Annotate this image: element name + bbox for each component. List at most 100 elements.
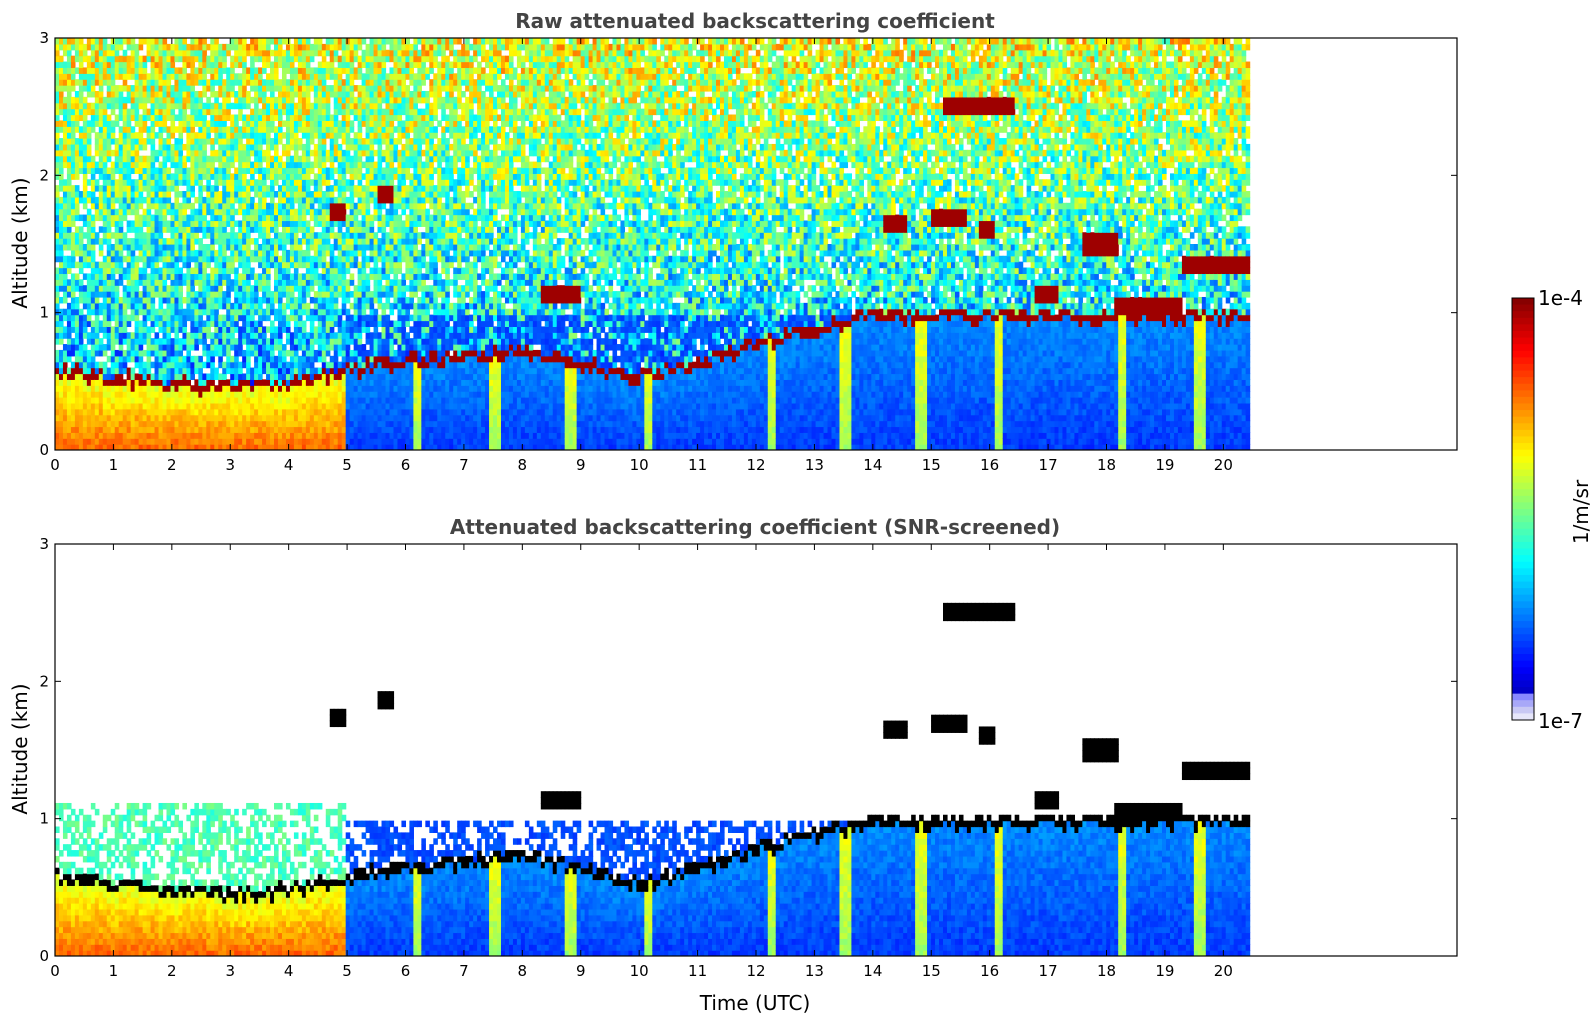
heatmap-cell <box>142 120 148 127</box>
heatmap-cell <box>110 132 116 139</box>
heatmap-cell <box>134 391 140 398</box>
heatmap-cell <box>266 379 271 386</box>
heatmap-cell <box>242 232 247 239</box>
heatmap-cell <box>266 326 271 333</box>
heatmap-cell <box>321 273 327 280</box>
heatmap-cell <box>246 273 251 280</box>
heatmap-cell <box>58 238 64 245</box>
heatmap-cell <box>357 296 363 304</box>
heatmap-cell <box>285 314 291 322</box>
heatmap-cell <box>70 191 76 198</box>
heatmap-cell <box>258 73 263 80</box>
heatmap-cell <box>321 367 327 375</box>
heatmap-cell <box>254 208 259 216</box>
heatmap-cell <box>106 185 112 192</box>
heatmap-cell <box>110 173 116 180</box>
heatmap-cell <box>102 444 108 450</box>
heatmap-cell <box>345 61 351 69</box>
heatmap-cell <box>218 102 223 110</box>
heatmap-cell <box>230 126 235 133</box>
heatmap-cell <box>285 255 291 263</box>
heatmap-cell <box>254 149 259 157</box>
heatmap-cell <box>266 79 271 86</box>
heatmap-cell <box>242 361 247 369</box>
heatmap-cell <box>297 338 303 345</box>
heatmap-cell <box>142 373 148 380</box>
heatmap-cell <box>266 296 271 304</box>
heatmap-cell <box>198 49 203 57</box>
heatmap-cell <box>230 361 235 369</box>
heatmap-cell <box>214 444 219 450</box>
heatmap-cell <box>62 373 68 380</box>
heatmap-cell <box>258 79 263 86</box>
heatmap-cell <box>58 149 64 157</box>
heatmap-cell <box>246 426 251 433</box>
heatmap-cell <box>150 338 156 345</box>
heatmap-cell <box>285 420 291 428</box>
heatmap-cell <box>170 208 176 216</box>
heatmap-cell <box>55 244 60 251</box>
heatmap-cell <box>90 261 96 269</box>
heatmap-cell <box>297 85 303 92</box>
heatmap-cell <box>321 255 327 263</box>
heatmap-cell <box>58 367 64 375</box>
heatmap-cell <box>74 279 80 286</box>
heatmap-cell <box>293 179 299 186</box>
heatmap-cell <box>278 344 283 351</box>
heatmap-cell <box>218 214 223 222</box>
heatmap-cell <box>262 43 267 51</box>
heatmap-cell <box>134 361 140 369</box>
heatmap-cell <box>94 179 100 186</box>
heatmap-cell <box>238 196 243 204</box>
heatmap-cell <box>170 238 176 245</box>
heatmap-cell <box>94 308 100 316</box>
heatmap-cell <box>138 291 144 298</box>
heatmap-cell <box>86 143 92 151</box>
heatmap-cell <box>130 73 136 80</box>
heatmap-cell <box>242 432 247 439</box>
heatmap-cell <box>198 132 203 139</box>
heatmap-cell <box>186 291 191 298</box>
heatmap-cell <box>254 90 259 98</box>
heatmap-cell <box>333 373 339 380</box>
heatmap-cell <box>86 432 92 439</box>
heatmap-cell <box>122 302 128 310</box>
heatmap-cell <box>110 308 116 316</box>
heatmap-cell <box>349 143 355 151</box>
heatmap-cell <box>74 261 80 269</box>
heatmap-cell <box>337 426 343 433</box>
heatmap-cell <box>357 373 363 380</box>
heatmap-cell <box>341 361 347 369</box>
heatmap-cell <box>313 273 319 280</box>
heatmap-cell <box>238 397 243 404</box>
heatmap-cell <box>305 102 311 110</box>
heatmap-cell <box>150 273 156 280</box>
heatmap-cell <box>349 361 355 369</box>
heatmap-cell <box>281 102 287 110</box>
heatmap-cell <box>345 244 351 251</box>
heatmap-cell <box>198 96 203 104</box>
heatmap-cell <box>218 138 223 145</box>
heatmap-cell <box>278 244 283 251</box>
heatmap-cell <box>106 285 112 292</box>
heatmap-cell <box>166 355 172 363</box>
heatmap-cell <box>198 296 203 304</box>
heatmap-cell <box>55 414 60 422</box>
heatmap-cell <box>174 296 180 304</box>
heatmap-cell <box>162 167 168 174</box>
heatmap-cell <box>90 220 96 227</box>
heatmap-cell <box>122 320 128 327</box>
heatmap-cell <box>357 185 363 192</box>
heatmap-cell <box>210 196 215 204</box>
heatmap-cell <box>122 255 128 263</box>
heatmap-cell <box>122 355 128 363</box>
heatmap-cell <box>281 249 287 257</box>
heatmap-cell <box>102 426 108 433</box>
heatmap-cell <box>337 73 343 80</box>
heatmap-cell <box>118 414 124 422</box>
heatmap-cell <box>357 61 363 69</box>
heatmap-cell <box>333 408 339 416</box>
heatmap-cell <box>182 202 188 210</box>
heatmap-cell <box>313 261 319 269</box>
heatmap-cell <box>82 291 88 298</box>
